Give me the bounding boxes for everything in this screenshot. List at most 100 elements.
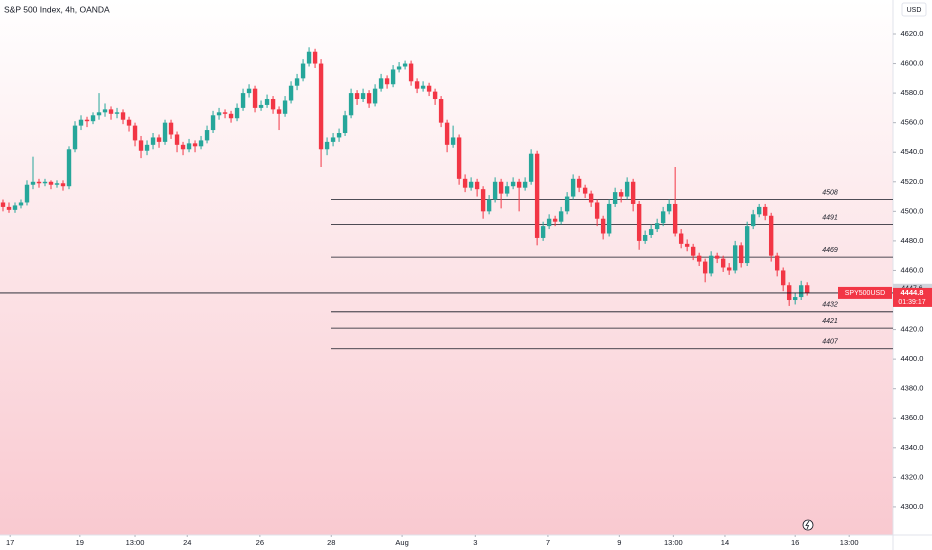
candle-body	[396, 66, 402, 70]
x-tick-label: 24	[183, 538, 191, 547]
candle-body	[102, 109, 108, 113]
countdown: 01:39:17	[898, 299, 925, 306]
candle-body	[384, 78, 390, 85]
currency[interactable]: USD	[907, 7, 922, 14]
y-tick-label: 4380.0	[901, 384, 924, 393]
chart-title: S&P 500 Index, 4h, OANDA	[4, 4, 110, 14]
candle-body	[468, 181, 474, 188]
price-axis	[893, 0, 932, 550]
y-tick-label: 4320.0	[901, 472, 924, 481]
y-tick-label: 4360.0	[901, 413, 924, 422]
y-tick-label: 4620.0	[901, 29, 924, 38]
candle-body	[0, 202, 6, 207]
candle-body	[798, 285, 804, 298]
candle-body	[420, 85, 426, 89]
candle-body	[216, 112, 222, 116]
level-label: 4432	[822, 302, 838, 309]
candle-body	[438, 99, 444, 123]
replay-icon[interactable]	[802, 519, 814, 531]
level-label: 4407	[822, 339, 839, 346]
candle-body	[390, 69, 396, 85]
candle-body	[780, 270, 786, 286]
candle-body	[426, 85, 432, 92]
candle-body	[594, 202, 600, 219]
candle-body	[156, 137, 162, 142]
plot-background	[0, 0, 893, 535]
candle-body	[198, 140, 204, 147]
candle-body	[408, 63, 414, 82]
candle-body	[660, 211, 666, 224]
candle-body	[222, 112, 228, 114]
y-tick-label: 4480.0	[901, 236, 924, 245]
y-tick-label: 4520.0	[901, 177, 924, 186]
candle-body	[588, 193, 594, 203]
candle-body	[60, 183, 66, 187]
candle-body	[702, 261, 708, 274]
candle-body	[456, 137, 462, 179]
level-label: 4491	[822, 214, 838, 221]
last-price: 4444.8	[901, 288, 924, 297]
candle-body	[504, 186, 510, 194]
candle-body	[54, 183, 60, 185]
candle-body	[372, 88, 378, 104]
candle-body	[714, 255, 720, 259]
candle-body	[336, 133, 342, 138]
candle-body	[618, 192, 624, 197]
level-label: 4421	[822, 318, 838, 325]
candle-body	[564, 196, 570, 212]
candle-body	[744, 226, 750, 264]
x-tick-label: 9	[617, 538, 621, 547]
time-axis	[0, 535, 893, 550]
candle-body	[498, 181, 504, 194]
candle-body	[204, 130, 210, 141]
candle-body	[528, 153, 534, 182]
candle-body	[96, 112, 102, 116]
candle-body	[264, 99, 270, 105]
currency-box[interactable]	[901, 2, 927, 17]
candle-body	[348, 93, 354, 116]
candle-body	[36, 181, 42, 184]
candle-body	[708, 255, 714, 274]
candle-body	[162, 122, 168, 142]
candle-body	[750, 214, 756, 227]
y-tick-label: 4300.0	[901, 502, 924, 511]
y-tick-label: 4560.0	[901, 118, 924, 127]
candle-body	[210, 115, 216, 131]
candle-body	[324, 141, 330, 150]
candle-body	[636, 203, 642, 241]
candle-body	[480, 189, 486, 212]
symbol-name: SPY500USD	[845, 290, 885, 297]
candle-body	[78, 119, 84, 126]
candle-body	[12, 205, 18, 210]
candle-body	[756, 206, 762, 215]
candle-body	[684, 243, 690, 247]
candle-body	[486, 199, 492, 212]
x-tick-label: 3	[473, 538, 477, 547]
candle-body	[354, 93, 360, 100]
candle-body	[366, 93, 372, 104]
candle-body	[462, 178, 468, 188]
candle-body	[150, 137, 156, 145]
candle-body	[672, 203, 678, 234]
candle-body	[138, 140, 144, 151]
candle-body	[612, 192, 618, 204]
x-tick-label: 13:00	[840, 538, 859, 547]
x-tick-label: 14	[721, 538, 729, 547]
candle-body	[24, 184, 30, 203]
candle-body	[738, 245, 744, 264]
candle-body	[654, 223, 660, 230]
candle-body	[276, 109, 282, 114]
candle-body	[600, 218, 606, 234]
candle-body	[804, 285, 810, 293]
candle-body	[330, 137, 336, 142]
candle-body	[6, 206, 12, 210]
candle-body	[450, 137, 456, 145]
candle-body	[270, 99, 276, 110]
symbol-box	[838, 286, 892, 299]
candle-body	[234, 107, 240, 119]
candle-body	[282, 100, 288, 114]
y-tick-label: 4420.0	[901, 325, 924, 334]
candle-body	[624, 181, 630, 197]
candle-body	[228, 113, 234, 119]
